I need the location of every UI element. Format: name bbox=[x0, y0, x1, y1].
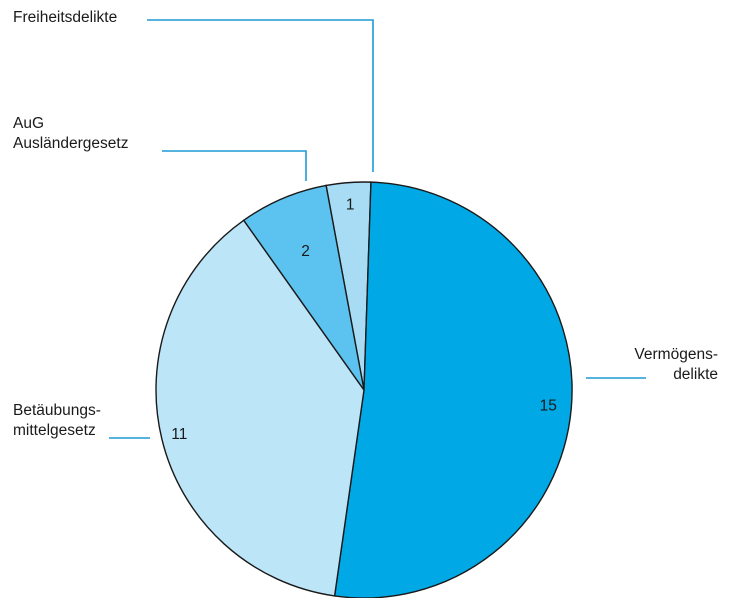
slice-value-label: 2 bbox=[301, 243, 310, 260]
category-labels: Freiheitsdelikte Vermögens-delikte Betäubu… bbox=[13, 9, 718, 439]
pie-slice-3 bbox=[155, 219, 365, 597]
pie-slices bbox=[155, 181, 573, 598]
leader-line bbox=[162, 150, 307, 181]
pie-slice-4 bbox=[242, 184, 365, 391]
leader-line bbox=[147, 19, 374, 172]
pie-slice-2 bbox=[333, 181, 573, 598]
category-label: AuG Ausländergesetz bbox=[13, 115, 128, 152]
slice-value-label: 11 bbox=[171, 426, 187, 443]
category-label: Betäubungs-mittelgesetz bbox=[13, 402, 101, 439]
slice-value-label: 1 bbox=[346, 197, 355, 214]
slice-value-label: 15 bbox=[540, 397, 557, 414]
leader-lines bbox=[109, 19, 646, 439]
category-label: Vermögens-delikte bbox=[634, 346, 718, 383]
category-label: Freiheitsdelikte bbox=[13, 9, 117, 26]
slice-value-labels: 1 15 11 2 bbox=[171, 197, 557, 443]
